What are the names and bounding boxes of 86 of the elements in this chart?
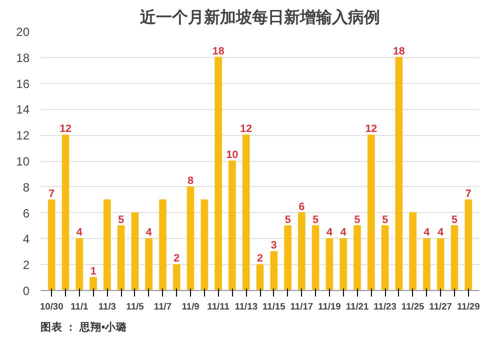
bar <box>48 199 56 290</box>
data-label: 5 <box>118 214 124 226</box>
bar <box>381 225 389 290</box>
bar <box>298 212 306 290</box>
chart-title: 近一个月新加坡每日新增输入病例 <box>139 8 380 26</box>
bar <box>423 238 430 290</box>
y-tick-label: 8 <box>22 180 30 194</box>
bar <box>104 199 111 290</box>
y-tick-label: 20 <box>16 25 30 39</box>
x-tick-label: 11/1 <box>70 302 88 312</box>
x-tick-label: 11/15 <box>262 302 286 312</box>
y-tick-label: 14 <box>16 102 30 117</box>
data-label: 6 <box>298 200 305 213</box>
x-tick-label: 11/19 <box>318 302 341 312</box>
x-tick-label: 11/27 <box>429 302 452 312</box>
data-label: 5 <box>452 214 458 226</box>
y-tick-label: 4 <box>22 232 30 246</box>
data-label: 4 <box>76 226 82 239</box>
bar <box>312 225 320 290</box>
bar <box>464 199 472 290</box>
x-tick-label: 11/25 <box>401 302 424 312</box>
data-label: 4 <box>340 226 346 239</box>
x-tick-label: 11/29 <box>456 302 480 312</box>
data-label: 7 <box>465 188 472 200</box>
data-label: 4 <box>424 226 430 239</box>
data-label: 12 <box>60 123 72 136</box>
text: 图表 ： 思翔•小璐 <box>40 320 128 334</box>
data-label: 8 <box>188 174 194 187</box>
bar <box>159 199 166 290</box>
data-label: 2 <box>257 252 264 265</box>
y-tick-label: 12 <box>16 128 30 143</box>
bar <box>62 134 70 290</box>
bar <box>326 238 334 290</box>
data-label: 10 <box>226 149 238 161</box>
bar <box>117 225 125 290</box>
data-label: 4 <box>438 226 444 239</box>
data-label: 7 <box>48 188 55 200</box>
bar <box>270 251 278 290</box>
y-tick-label: 16 <box>16 76 30 91</box>
bar <box>368 134 375 290</box>
x-tick-label: 11/17 <box>290 302 314 312</box>
data-label: 5 <box>284 214 291 226</box>
data-label: 12 <box>240 123 252 136</box>
bar <box>395 56 403 290</box>
data-label: 5 <box>382 214 388 226</box>
data-label: 4 <box>146 226 152 239</box>
data-label: 5 <box>312 214 319 226</box>
x-tick-label: 11/5 <box>126 302 144 312</box>
y-tick-label: 6 <box>22 206 30 220</box>
x-tick-label: 11/11 <box>207 302 230 312</box>
bar <box>409 212 416 290</box>
x-tick-label: 11/7 <box>154 302 172 312</box>
bar <box>186 186 194 290</box>
data-label: 4 <box>326 226 332 239</box>
bar <box>340 238 347 290</box>
bar <box>214 56 222 290</box>
data-label: 2 <box>174 252 180 265</box>
data-label: 3 <box>270 240 277 252</box>
data-label: 18 <box>393 45 405 58</box>
bar <box>76 238 84 290</box>
data-label: 18 <box>212 45 224 58</box>
y-tick-label: 2 <box>22 258 30 272</box>
x-tick-label: 11/3 <box>98 302 116 312</box>
x-tick-label: 11/23 <box>374 302 396 312</box>
bar <box>228 160 236 290</box>
bar <box>354 225 361 290</box>
bar <box>90 277 97 290</box>
bar <box>256 264 264 290</box>
bar <box>131 212 139 290</box>
x-tick-label: 11/13 <box>234 302 258 312</box>
bar <box>242 134 250 290</box>
bar <box>436 238 444 290</box>
bar <box>173 264 180 290</box>
bar <box>200 199 208 290</box>
data-label: 12 <box>365 123 378 136</box>
x-tick-label: 11/9 <box>182 302 200 312</box>
y-tick-label: 0 <box>22 284 30 298</box>
bar <box>450 225 458 290</box>
data-label: 5 <box>354 214 360 226</box>
data-label: 1 <box>90 266 96 278</box>
y-tick-label: 10 <box>16 154 30 168</box>
x-tick-label: 10/30 <box>40 302 64 312</box>
bar <box>284 225 292 290</box>
x-tick-label: 11/21 <box>346 302 369 312</box>
bar <box>145 238 152 290</box>
y-tick-label: 18 <box>16 50 30 65</box>
